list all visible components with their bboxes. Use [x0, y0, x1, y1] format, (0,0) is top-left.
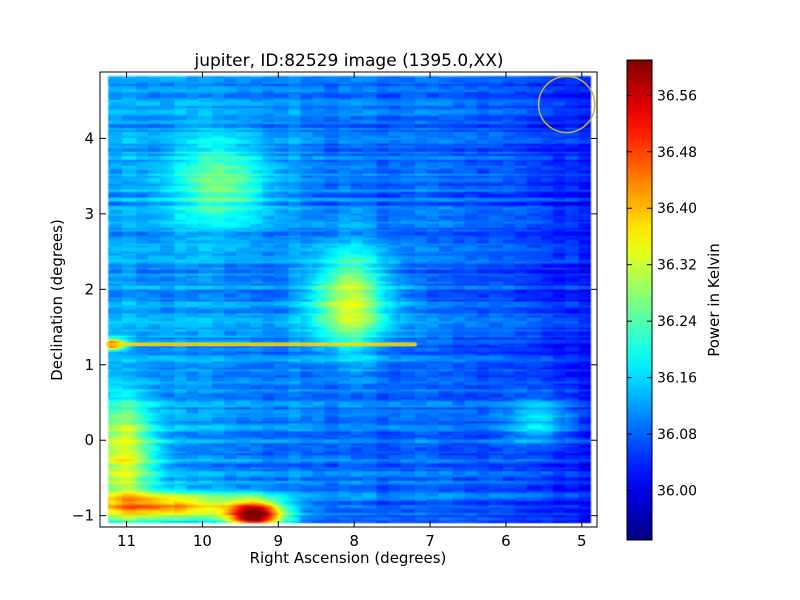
colorbar-tick-label: 36.56 — [657, 88, 697, 104]
x-tick-label: 5 — [577, 532, 587, 550]
x-tick-label: 7 — [425, 532, 435, 550]
y-axis-ticks: −1 0 1 2 3 4 — [72, 129, 597, 525]
colorbar-tick-label: 36.08 — [657, 427, 697, 443]
chart-title: jupiter, ID:82529 image (1395.0,XX) — [193, 51, 503, 71]
y-tick-label: 3 — [84, 205, 94, 223]
x-tick-label: 9 — [274, 532, 284, 550]
colorbar-tick-label: 36.48 — [657, 145, 697, 161]
x-tick-label: 11 — [117, 532, 136, 550]
plot-frame — [99, 71, 598, 528]
y-tick-label: 0 — [84, 431, 94, 449]
x-axis-label: Right Ascension (degrees) — [250, 549, 447, 567]
annotation-layer — [537, 75, 596, 134]
colorbar-tick-label: 36.00 — [657, 484, 697, 500]
colorbar-label: Power in Kelvin — [705, 243, 723, 357]
colorbar: 36.00 36.08 36.16 36.24 36.32 36.40 36.48 36.56… — [626, 59, 723, 541]
x-axis-ticks: 11 10 9 8 7 6 5 — [117, 72, 587, 550]
x-tick-label: 8 — [349, 532, 359, 550]
annotation-circle — [537, 75, 596, 134]
heatmap-image — [100, 72, 597, 527]
colorbar-tick-label: 36.40 — [657, 201, 697, 217]
y-axis-label: Declination (degrees) — [48, 219, 66, 381]
y-tick-label: 4 — [84, 129, 94, 147]
x-tick-label: 6 — [501, 532, 511, 550]
colorbar-scale — [626, 59, 653, 541]
colorbar-tick-label: 36.32 — [657, 258, 697, 274]
y-tick-label: −1 — [72, 507, 94, 525]
colorbar-tick-label: 36.24 — [657, 314, 697, 330]
colorbar-ticks: 36.00 36.08 36.16 36.24 36.32 36.40 36.48 36.56 — [627, 88, 697, 500]
x-tick-label: 10 — [193, 532, 212, 550]
y-tick-label: 1 — [84, 356, 94, 374]
colorbar-tick-label: 36.16 — [657, 371, 697, 387]
plot-area: 11 10 9 8 7 6 5 −1 0 1 2 3 4 — [72, 71, 598, 550]
y-tick-label: 2 — [84, 280, 94, 298]
